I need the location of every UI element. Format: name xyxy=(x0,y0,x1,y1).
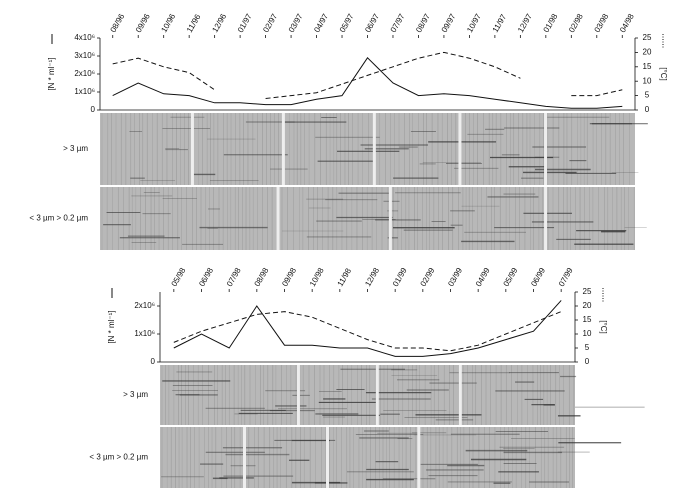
y-tick-label: 0 xyxy=(151,357,156,366)
gel-gap xyxy=(375,365,379,425)
x-tick-label: 11/97 xyxy=(491,12,509,34)
y-tick-label: 0 xyxy=(91,105,96,114)
gel-gap xyxy=(326,427,329,488)
series-line xyxy=(112,57,623,109)
gel-label: > 3 µm xyxy=(63,144,88,153)
x-tick-label: 10/96 xyxy=(159,12,177,34)
gel-image xyxy=(100,187,647,250)
y-axis-label: [N * ml⁻¹] xyxy=(47,57,56,90)
y2-tick-label: 0 xyxy=(585,357,590,366)
x-tick-label: 08/96 xyxy=(109,12,127,34)
gel-label: < 3 µm > 0.2 µm xyxy=(29,214,88,223)
y-axis-label: [N * ml⁻¹] xyxy=(107,310,116,343)
x-tick-label: 09/96 xyxy=(134,12,152,34)
x-tick-label: 05/99 xyxy=(502,266,520,288)
x-tick-label: 03/99 xyxy=(446,266,464,288)
gel-gap xyxy=(281,113,285,185)
y2-tick-label: 5 xyxy=(585,343,590,352)
gel-gap xyxy=(372,113,376,185)
x-tick-label: 07/98 xyxy=(225,266,243,288)
plot-frame xyxy=(159,292,576,363)
x-tick-label: 02/98 xyxy=(567,12,585,34)
x-tick-label: 04/99 xyxy=(474,266,492,288)
x-tick-label: 03/97 xyxy=(287,12,305,34)
x-tick-label: 07/97 xyxy=(389,12,407,34)
x-tick-label: 05/97 xyxy=(338,12,356,34)
gel-gap xyxy=(296,365,300,425)
gel-gap xyxy=(458,113,462,185)
gel-gap xyxy=(417,427,421,488)
y2-tick-label: 10 xyxy=(583,329,592,338)
x-tick-label: 01/97 xyxy=(236,12,254,34)
x-tick-label: 07/99 xyxy=(557,266,575,288)
y2-tick-label: 10 xyxy=(643,76,652,85)
x-tick-label: 10/98 xyxy=(308,266,326,288)
y-tick-label: 2x10⁶ xyxy=(134,301,155,310)
x-tick-label: 12/97 xyxy=(516,12,534,34)
x-tick-label: 03/98 xyxy=(593,12,611,34)
x-tick-label: 04/97 xyxy=(312,12,330,34)
series-line xyxy=(112,51,623,99)
y2-tick-label: 5 xyxy=(645,91,650,100)
gel-image xyxy=(160,365,645,425)
series-line xyxy=(173,300,562,357)
x-tick-label: 09/98 xyxy=(280,266,298,288)
x-tick-label: 08/97 xyxy=(414,12,432,34)
x-tick-label: 06/98 xyxy=(197,266,215,288)
x-tick-label: 11/96 xyxy=(185,12,203,34)
y2-axis-label: [°C] xyxy=(659,67,668,80)
x-tick-label: 09/97 xyxy=(440,12,458,34)
x-tick-label: 06/97 xyxy=(363,12,381,34)
series-line xyxy=(173,311,562,352)
plot-frame xyxy=(99,38,636,111)
gel-gap xyxy=(243,427,246,488)
y-tick-label: 2x10⁶ xyxy=(74,69,95,78)
gel-image xyxy=(100,113,648,185)
x-tick-label: 12/96 xyxy=(210,12,228,34)
x-tick-label: 02/99 xyxy=(419,266,437,288)
gel-gap xyxy=(190,113,194,185)
x-tick-label: 01/99 xyxy=(391,266,409,288)
y2-tick-label: 15 xyxy=(583,315,592,324)
x-tick-label: 10/97 xyxy=(465,12,483,34)
y2-tick-label: 20 xyxy=(643,48,652,57)
x-tick-label: 08/98 xyxy=(253,266,271,288)
y2-tick-label: 25 xyxy=(643,33,652,42)
x-tick-label: 05/98 xyxy=(170,266,188,288)
gel-gap xyxy=(276,187,280,250)
gel-image xyxy=(160,427,622,488)
y2-axis-label: [°C] xyxy=(599,320,608,333)
gel-gap xyxy=(544,187,548,250)
x-tick-label: 04/98 xyxy=(618,12,636,34)
y2-tick-label: 25 xyxy=(583,287,592,296)
y-tick-label: 3x10⁶ xyxy=(74,51,95,60)
x-tick-label: 02/97 xyxy=(261,12,279,34)
x-tick-label: 12/98 xyxy=(363,266,381,288)
y-tick-label: 1x10⁶ xyxy=(134,329,155,338)
y-tick-label: 1x10⁶ xyxy=(74,87,95,96)
y2-tick-label: 15 xyxy=(643,62,652,71)
gel-label: > 3 µm xyxy=(123,390,148,399)
x-tick-label: 06/99 xyxy=(529,266,547,288)
gel-label: < 3 µm > 0.2 µm xyxy=(89,453,148,462)
x-tick-label: 11/98 xyxy=(336,266,354,288)
gel-gap xyxy=(544,113,548,185)
gel-gap xyxy=(388,187,392,250)
gel-gap xyxy=(458,365,462,425)
y-tick-label: 4x10⁶ xyxy=(74,33,95,42)
x-tick-label: 01/98 xyxy=(542,12,560,34)
y2-tick-label: 20 xyxy=(583,301,592,310)
y2-tick-label: 0 xyxy=(645,105,650,114)
